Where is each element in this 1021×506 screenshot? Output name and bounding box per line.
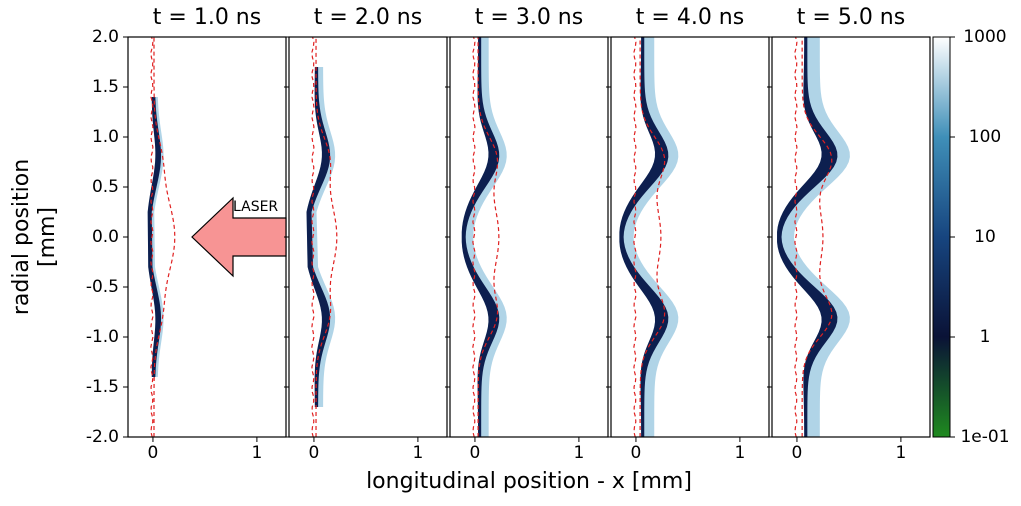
contour-line — [801, 36, 833, 438]
panel-title: t = 3.0 ns — [475, 5, 583, 30]
plasma-halo — [619, 37, 679, 437]
panel-title: t = 1.0 ns — [153, 5, 261, 30]
y-tick-label: -2.0 — [86, 427, 119, 447]
contour-line — [153, 36, 176, 438]
y-tick-label: -1.0 — [86, 327, 119, 347]
panel-title: t = 5.0 ns — [797, 5, 905, 30]
y-tick-label: 2.0 — [92, 27, 119, 47]
panel-title: t = 2.0 ns — [314, 5, 422, 30]
panel: t = 2.0 ns 0 1 — [284, 5, 448, 463]
contour-line — [639, 36, 666, 438]
contour-line — [311, 36, 315, 438]
colorbar-tick-label: 1e-01 — [960, 427, 1009, 447]
laser-arrow — [191, 196, 287, 278]
annotation: LASER — [233, 199, 278, 215]
x-tick-label: 0 — [309, 443, 320, 463]
y-tick-label: -0.5 — [86, 277, 119, 297]
plasma-core — [306, 67, 331, 407]
panel: t = 5.0 ns 0 1 — [767, 5, 931, 463]
plasma-halo — [461, 37, 507, 437]
panel: t = 3.0 ns 0 1 — [445, 5, 609, 463]
colorbar-tick-label: 1 — [980, 327, 991, 347]
panel: t = 1.0 ns 0 1 2.0 1.5 1.0 0.5 0.0 -0.5 -1.0 -1.5 -… — [86, 5, 287, 463]
colorbar-tick-label: 1000 — [963, 27, 1006, 47]
y-tick-label: 1.0 — [92, 127, 119, 147]
colorbar — [932, 36, 951, 438]
colorbar-tick-label: 10 — [974, 227, 996, 247]
contour-line — [472, 36, 476, 438]
colorbar-tick-label: 100 — [969, 127, 1001, 147]
y-tick-label: 0.5 — [92, 177, 119, 197]
y-axis-label: radial position — [9, 159, 34, 315]
x-tick-label: 1 — [251, 443, 262, 463]
contour-line — [633, 36, 637, 438]
x-tick-label: 1 — [734, 443, 745, 463]
plasma-halo — [777, 37, 850, 437]
x-tick-label: 0 — [631, 443, 642, 463]
plasma-core — [619, 37, 669, 437]
y-tick-label: 1.5 — [92, 77, 119, 97]
x-tick-label: 1 — [895, 443, 906, 463]
plasma-core — [461, 37, 500, 437]
x-tick-label: 0 — [792, 443, 803, 463]
x-tick-label: 1 — [412, 443, 423, 463]
x-tick-label: 0 — [470, 443, 481, 463]
contour-line — [150, 36, 154, 438]
x-tick-label: 0 — [148, 443, 159, 463]
y-tick-label: -1.5 — [86, 377, 119, 397]
y-tick-label: 0.0 — [92, 227, 119, 247]
panel-title: t = 4.0 ns — [636, 5, 744, 30]
y-axis-label: [mm] — [35, 207, 60, 267]
plasma-core — [777, 37, 838, 437]
x-axis-label: longitudinal position - x [mm] — [366, 469, 692, 494]
contour-line — [794, 36, 798, 438]
x-tick-label: 1 — [573, 443, 584, 463]
panel: t = 4.0 ns 0 1 — [606, 5, 770, 463]
contour-line — [315, 36, 338, 438]
plasma-core — [147, 97, 162, 377]
contour-line — [477, 36, 500, 438]
